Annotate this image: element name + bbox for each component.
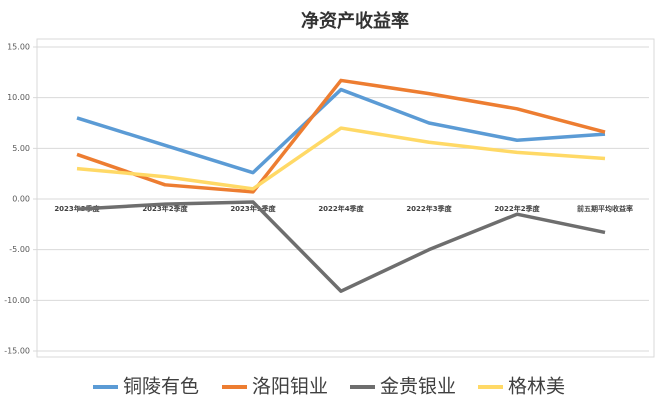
y-tick-label: -5.00 (9, 245, 30, 254)
series-line (76, 87, 606, 175)
x-tick-label: 2022年4季度 (318, 204, 364, 213)
legend-label: 铜陵有色 (123, 376, 199, 398)
series-line (76, 200, 606, 293)
y-tick-label: 10.00 (7, 93, 30, 102)
x-tick-label: 2022年3季度 (406, 204, 452, 213)
x-tick-label: 2022年2季度 (494, 204, 540, 213)
y-tick-label: 5.00 (12, 144, 30, 153)
x-tick-label: 2023年1季度 (230, 204, 276, 213)
legend-label: 格林美 (508, 376, 565, 398)
y-tick-label: -10.00 (4, 296, 30, 305)
series-line (76, 126, 606, 191)
legend-label: 金贵银业 (380, 376, 456, 398)
plot-frame (36, 38, 655, 358)
x-tick-label: 2023年2季度 (142, 204, 188, 213)
chart-title: 净资产收益率 (301, 10, 409, 32)
y-tick-label: 0.00 (12, 195, 30, 204)
legend-label: 洛阳钼业 (252, 376, 328, 398)
y-tick-label: 15.00 (7, 43, 30, 52)
series-line (76, 78, 606, 194)
x-tick-label: 前五期平均收益率 (577, 204, 633, 213)
y-tick-label: -15.00 (4, 347, 30, 356)
